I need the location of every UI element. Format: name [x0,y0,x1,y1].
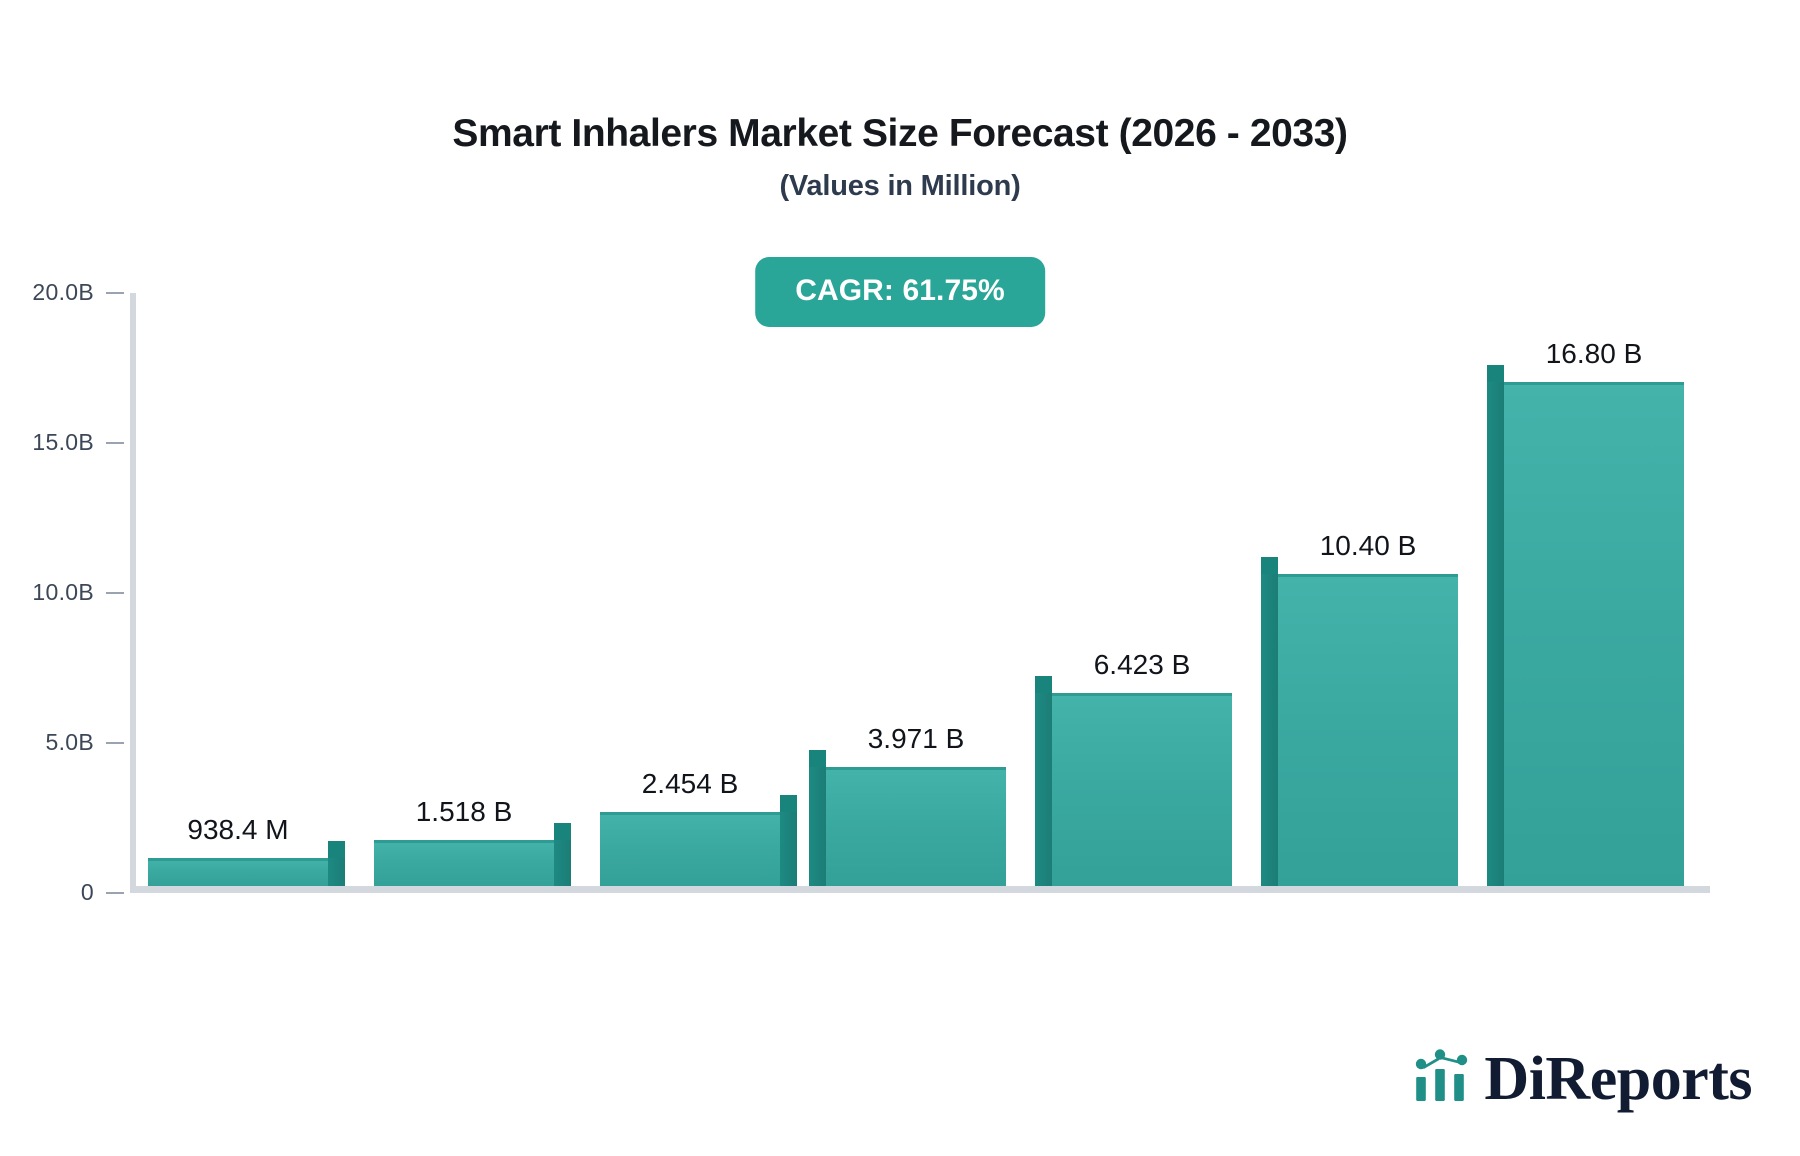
bar-side-shadow [1487,382,1504,886]
bar-value-label: 10.40 B [1319,530,1417,561]
bar-value-label: 16.80 B [1545,338,1643,369]
bar-face [1052,693,1232,886]
bar-side-shadow [1035,693,1052,886]
bar-corner-cap [1035,676,1052,693]
bar-face [600,812,780,886]
bar-corner-cap [780,795,797,812]
bar-value-label: 2.454 B [641,768,739,799]
cagr-badge: CAGR: 61.75% [755,257,1045,327]
plot-area: 0 5.0B 10.0B 15.0B 20.0B 938.4 M 202 [32,279,1710,905]
bar-top-edge [148,858,328,861]
brand-logo: DiReports [1414,1047,1752,1110]
bar-face [1278,574,1458,886]
bar-top-edge [1504,382,1684,385]
y-axis-tick-label: 0 [80,878,94,905]
tick-dash-icon [106,592,124,594]
bar-side-shadow [328,858,345,886]
bar-face [374,840,554,886]
bar-value-label: 938.4 M [187,814,289,845]
bar-top-edge [600,812,780,815]
bar-face [1504,382,1684,886]
bar-value-label: 3.971 B [867,723,965,754]
x-axis-line [130,886,1710,893]
chart-subtitle: (Values in Million) [779,170,1021,202]
bar-side-shadow [780,812,797,886]
bar-value-label: 6.423 B [1093,649,1191,680]
y-axis-tick-label: 10.0B [32,578,94,605]
y-axis-line [130,293,136,893]
tick-dash-icon [106,292,124,294]
logo-text: DiReports [1484,1044,1752,1113]
bar-top-edge [374,840,554,843]
bar-corner-cap [809,750,826,767]
bar-face [826,767,1006,886]
tick-dash-icon [106,442,124,444]
bar-side-shadow [554,840,571,886]
bar-top-edge [1278,574,1458,577]
bar-side-shadow [1261,574,1278,886]
tick-dash-icon [106,892,124,894]
bar-side-shadow [809,767,826,886]
tick-dash-icon [106,742,124,744]
bar-top-edge [1052,693,1232,696]
y-axis-tick-label: 20.0B [32,278,94,305]
page-title: Smart Inhalers Market Size Forecast (202… [452,112,1348,155]
bar-face [148,858,328,886]
bar-corner-cap [554,823,571,840]
y-axis-tick-label: 5.0B [45,728,94,755]
bar-chart-icon [1414,1047,1474,1110]
bar-value-label: 1.518 B [415,796,513,827]
bar-corner-cap [1487,365,1504,382]
bar-corner-cap [1261,557,1278,574]
y-axis-tick-label: 15.0B [32,428,94,455]
bar-corner-cap [328,841,345,858]
bar-top-edge [826,767,1006,770]
